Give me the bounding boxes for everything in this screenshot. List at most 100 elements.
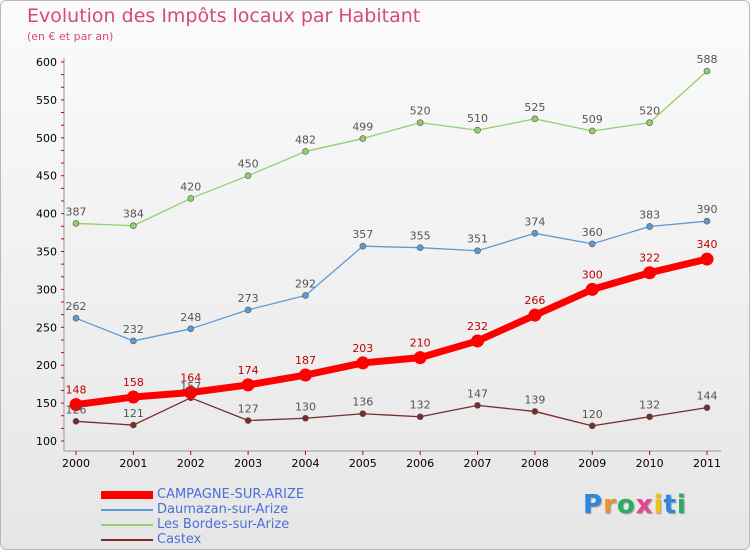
data-label: 390: [697, 203, 718, 216]
x-tick-label: 2006: [406, 457, 434, 470]
data-point: [302, 148, 309, 155]
series-line: [75, 220, 708, 342]
data-point: [244, 172, 252, 179]
data-point: [528, 308, 542, 322]
y-tick-label: 150: [36, 397, 57, 410]
data-point: [187, 325, 195, 333]
data-label: 121: [123, 407, 144, 420]
data-point: [241, 378, 255, 392]
data-point: [588, 240, 596, 248]
data-point: [302, 414, 309, 422]
data-label: 520: [639, 105, 660, 118]
y-tick-label: 550: [36, 94, 57, 107]
data-label: 525: [524, 101, 545, 114]
data-label: 132: [639, 399, 660, 412]
data-label: 420: [180, 180, 201, 193]
logo-letter: i: [653, 490, 664, 520]
y-tick-label: 250: [36, 321, 57, 334]
data-point: [72, 220, 80, 227]
x-tick-label: 2000: [62, 457, 90, 470]
legend-label: Daumazan-sur-Arize: [157, 502, 289, 517]
data-point: [588, 422, 596, 430]
x-tick-label: 2005: [349, 457, 377, 470]
data-point: [302, 292, 309, 299]
data-point: [588, 127, 596, 135]
logo-letter: P: [583, 490, 604, 520]
data-point: [471, 334, 485, 348]
data-labels: 262 232 248 273 292 357 355 351 374 360 383 390 387 3…: [66, 53, 718, 421]
data-label: 374: [524, 215, 545, 228]
proxiti-logo: Proxiti: [583, 490, 687, 520]
y-tick-label: 300: [36, 283, 57, 296]
axes: 100 150 200 250 300 350 400 450 500 550 600 2000 200…: [36, 56, 721, 470]
data-point: [416, 119, 424, 126]
data-label: 588: [697, 53, 718, 66]
data-point: [585, 282, 599, 296]
y-tick-label: 450: [36, 170, 57, 183]
legend-item: Les Bordes-sur-Arize: [101, 517, 361, 532]
data-point: [244, 417, 252, 424]
legend-item: Daumazan-sur-Arize: [101, 502, 361, 517]
x-tick-label: 2003: [234, 457, 262, 470]
logo-letter: i: [676, 490, 687, 520]
logo-letter: t: [663, 490, 677, 520]
data-point: [72, 314, 80, 322]
data-label: 450: [238, 158, 259, 171]
data-label: 340: [697, 238, 718, 251]
data-label: 120: [582, 408, 603, 421]
data-point: [359, 410, 367, 418]
data-point: [416, 413, 424, 421]
x-tick-label: 2004: [291, 457, 319, 470]
data-label: 510: [467, 112, 488, 125]
data-label: 126: [66, 403, 87, 416]
data-point: [244, 306, 252, 314]
x-tick-label: 2009: [578, 457, 606, 470]
x-tick-label: 2001: [119, 457, 147, 470]
data-point: [356, 356, 370, 370]
data-point: [474, 247, 481, 255]
data-point: [646, 413, 653, 421]
y-tick-label: 400: [36, 208, 57, 221]
data-label: 273: [238, 292, 259, 305]
data-point: [184, 385, 198, 399]
data-point: [298, 368, 312, 382]
series-line: [75, 70, 708, 227]
data-point: [130, 222, 137, 230]
y-tick-label: 350: [36, 246, 57, 259]
data-point: [700, 252, 714, 266]
legend: CAMPAGNE-SUR-ARIZE Daumazan-sur-Arize Les …: [101, 487, 361, 547]
x-tick-label: 2010: [636, 457, 664, 470]
data-label: 383: [639, 208, 660, 221]
data-point: [646, 119, 653, 126]
logo-letter: o: [616, 490, 636, 520]
data-label: 232: [123, 323, 144, 336]
series-line: [75, 397, 708, 427]
data-label: 357: [352, 228, 373, 241]
data-point: [703, 67, 711, 75]
data-point: [474, 126, 481, 134]
data-label: 322: [639, 252, 660, 265]
data-point: [130, 421, 137, 429]
legend-label: Castex: [157, 532, 202, 547]
data-label: 127: [238, 403, 259, 416]
data-point: [72, 417, 80, 425]
data-label: 266: [524, 294, 545, 307]
data-label: 520: [410, 105, 431, 118]
legend-item: Castex: [101, 532, 361, 547]
chart-subtitle: (en € et par an): [27, 30, 114, 43]
data-point: [703, 217, 711, 225]
data-point: [126, 390, 140, 404]
data-point: [703, 404, 711, 411]
series-layer: [69, 67, 714, 430]
y-tick-label: 100: [36, 435, 57, 448]
logo-letter: r: [603, 490, 617, 520]
data-point: [359, 242, 367, 250]
data-label: 136: [352, 396, 373, 409]
legend-swatch: [101, 491, 153, 499]
data-label: 248: [180, 311, 201, 324]
y-tick-label: 500: [36, 132, 57, 145]
data-label: 203: [352, 342, 373, 355]
data-point: [69, 398, 83, 412]
y-tick-label: 200: [36, 359, 57, 372]
